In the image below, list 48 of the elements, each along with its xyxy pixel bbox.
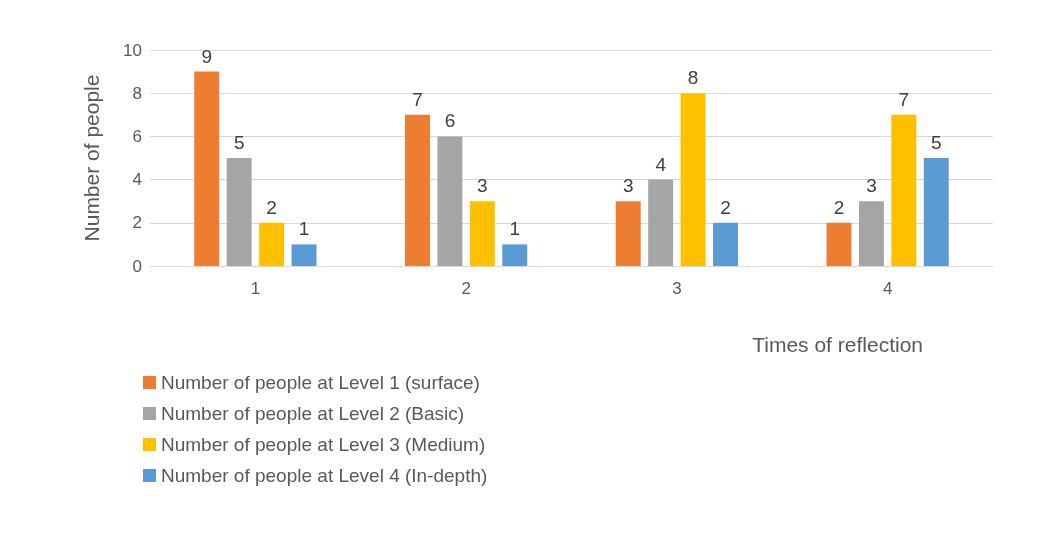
bar — [405, 114, 430, 266]
data-label: 5 — [233, 132, 245, 153]
data-label: 6 — [444, 110, 456, 132]
bar — [226, 158, 252, 266]
y-tick-label: 8 — [132, 83, 142, 103]
bar — [713, 222, 738, 266]
bar — [194, 71, 220, 266]
data-label: 9 — [201, 45, 213, 67]
data-label: 5 — [930, 132, 942, 153]
y-axis-title: Number of people — [80, 74, 103, 242]
data-label: 3 — [622, 175, 634, 197]
y-tick-label: 4 — [132, 170, 142, 190]
x-axis-title: Times of reflection — [752, 333, 923, 356]
y-tick-label: 6 — [132, 126, 142, 146]
data-label: 4 — [655, 153, 667, 175]
legend-label: Number of people at Level 3 (Medium) — [161, 434, 486, 455]
legend-label: Number of people at Level 1 (surface) — [161, 372, 480, 393]
data-label: 3 — [477, 175, 488, 197]
y-tick-label: 10 — [123, 40, 142, 60]
bar — [858, 201, 884, 266]
bar — [502, 244, 528, 266]
x-tick-label: 1 — [250, 279, 261, 298]
x-tick-label: 3 — [672, 279, 682, 298]
data-label: 1 — [298, 218, 310, 240]
bar — [891, 114, 917, 266]
data-label: 7 — [412, 88, 423, 110]
x-tick-label: 4 — [882, 279, 893, 298]
data-label: 2 — [720, 196, 731, 218]
data-label: 7 — [898, 88, 910, 110]
y-tick-label: 0 — [132, 256, 142, 276]
bar — [259, 222, 285, 266]
y-tick-label: 2 — [132, 213, 142, 233]
data-label: 8 — [687, 67, 699, 89]
data-label: 2 — [266, 196, 277, 218]
bar — [923, 158, 949, 266]
bar — [291, 244, 317, 266]
bar — [680, 93, 706, 266]
bar — [648, 179, 674, 266]
x-tick-label: 2 — [461, 279, 471, 298]
bar — [469, 201, 495, 266]
bar — [615, 201, 641, 266]
data-label: 1 — [509, 218, 521, 240]
legend-label: Number of people at Level 2 (Basic) — [161, 403, 465, 424]
legend-label: Number of people at Level 4 (In-depth) — [161, 465, 488, 486]
bar — [826, 222, 852, 266]
data-label: 2 — [833, 196, 845, 218]
data-label: 3 — [866, 175, 877, 197]
bar — [437, 136, 463, 266]
